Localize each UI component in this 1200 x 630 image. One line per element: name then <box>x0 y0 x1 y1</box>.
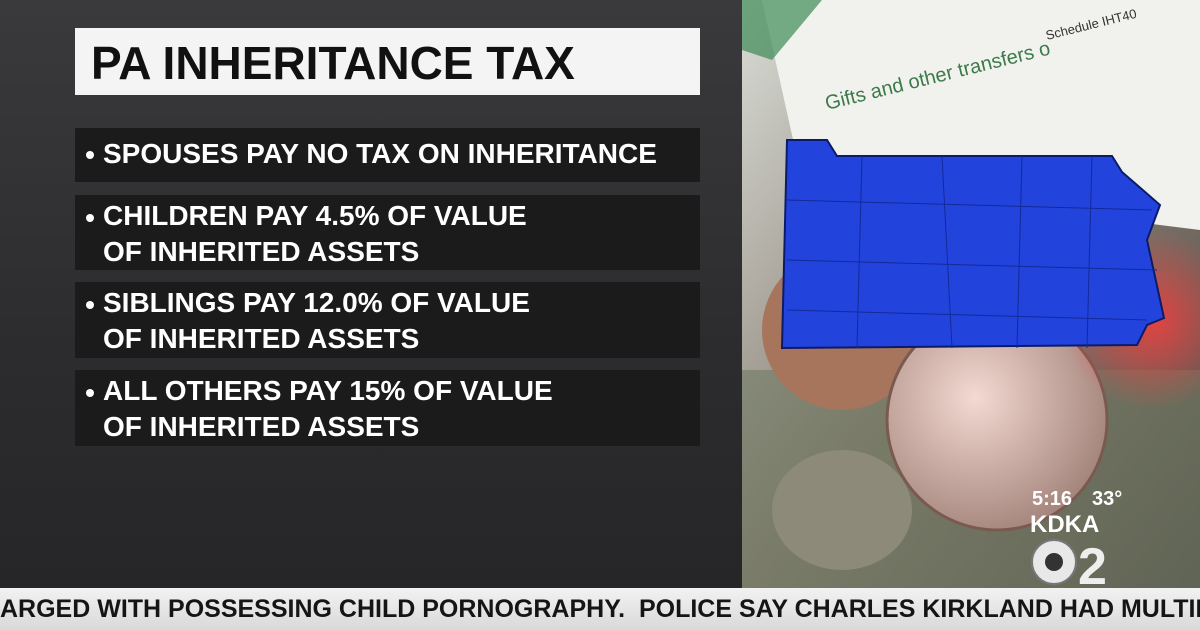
bullet-line: SIBLINGS PAY 12.0% OF VALUE <box>103 287 530 318</box>
bullet-box: CHILDREN PAY 4.5% OF VALUE OF INHERITED A… <box>75 195 700 270</box>
title-box: PA INHERITANCE TAX <box>75 28 700 95</box>
bullet-line: ALL OTHERS PAY 15% OF VALUE <box>103 375 553 406</box>
time: 5:16 <box>1032 488 1072 510</box>
bullet-box: SPOUSES PAY NO TAX ON INHERITANCE <box>75 128 700 182</box>
bullet-line: OF INHERITED ASSETS <box>103 411 420 442</box>
bullet-line: SPOUSES PAY NO TAX ON INHERITANCE <box>103 138 657 169</box>
channel-number: 2 <box>1078 538 1107 588</box>
news-ticker: ARGED WITH POSSESSING CHILD PORNOGRAPHY.… <box>0 588 1200 630</box>
title: PA INHERITANCE TAX <box>91 37 575 89</box>
bullet-dot <box>86 301 94 309</box>
bullet-line: OF INHERITED ASSETS <box>103 323 420 354</box>
graphic-panel: PA INHERITANCE TAX SPOUSES PAY NO TAX ON… <box>0 0 742 588</box>
ticker-text: ARGED WITH POSSESSING CHILD PORNOGRAPHY.… <box>0 595 1200 623</box>
county-lines <box>786 155 1158 349</box>
banknote-portrait <box>772 450 912 570</box>
cbs-eye-pupil <box>1045 553 1063 571</box>
bullet-dot <box>86 151 94 159</box>
temperature: 33° <box>1092 488 1122 510</box>
background-photo: Gifts and other transfers o Schedule IHT… <box>742 0 1200 588</box>
bullet-dot <box>86 214 94 222</box>
bullet-box: SIBLINGS PAY 12.0% OF VALUE OF INHERITED … <box>75 282 700 358</box>
bullet-dot <box>86 389 94 397</box>
bullet-box: ALL OTHERS PAY 15% OF VALUE OF INHERITED … <box>75 370 700 446</box>
pennsylvania-map <box>780 139 1166 350</box>
bullet-line: OF INHERITED ASSETS <box>103 236 420 267</box>
bullet-line: CHILDREN PAY 4.5% OF VALUE <box>103 200 527 231</box>
form-stripe <box>742 0 822 60</box>
station-name: KDKA <box>1030 511 1099 538</box>
